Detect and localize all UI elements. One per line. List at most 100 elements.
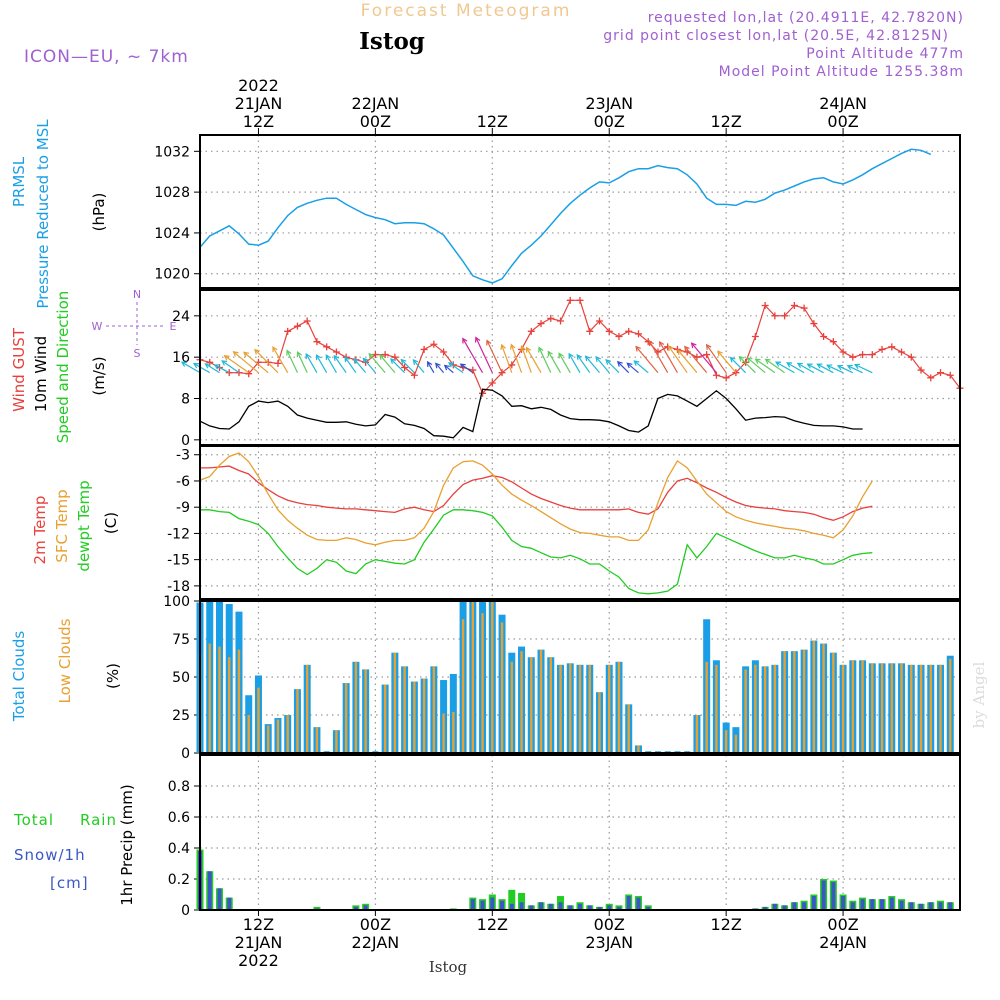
wind-arrow-head: [353, 357, 359, 364]
y-tick-label: 24: [172, 309, 190, 325]
low-cloud-bar: [851, 660, 855, 753]
y-tick-label: -3: [176, 448, 190, 464]
panel-border: [199, 754, 961, 911]
low-cloud-bar: [403, 666, 406, 753]
gust-marker: [781, 312, 789, 320]
bottom-day-label: 22JAN: [352, 933, 400, 952]
wind-arrow: [305, 353, 318, 373]
temp-label-2: SFC Temp: [53, 489, 71, 562]
wind-arrow: [286, 349, 298, 373]
wind-arrow: [538, 346, 552, 373]
panels: 1020 1024 1028 1032 0 8 16 24 -3 -6 -9 -12 -15 -18 0 25…: [154, 134, 964, 919]
panel-precip: 0 0.2 0.4 0.6 0.8: [168, 754, 961, 919]
wind-arrow-head: [296, 351, 303, 358]
wind-arrow: [390, 358, 406, 374]
wind-arrow-shaft: [797, 362, 815, 374]
wind-arrow-shaft: [595, 356, 610, 374]
wind-arrow-head: [500, 343, 506, 350]
wind-arrow: [705, 343, 727, 374]
snow-bar: [909, 902, 914, 910]
wind-arrow-shaft: [501, 344, 513, 373]
wind-arrow-head: [333, 354, 340, 361]
snow-bar: [792, 902, 797, 910]
wind-arrow: [626, 362, 639, 374]
gust-marker: [225, 369, 233, 377]
wind-arrow-shaft: [854, 364, 873, 374]
y-tick-label: 0: [181, 746, 190, 762]
wind-arrow: [379, 353, 396, 374]
wind-arrow: [500, 343, 513, 373]
wind-arrow-shaft: [526, 347, 542, 373]
wind-arrow: [232, 350, 259, 374]
wind-arrow-head: [223, 355, 230, 361]
top-day-label: 23JAN: [585, 94, 633, 113]
wind-arrow-shaft: [243, 351, 269, 374]
gust-marker: [303, 317, 311, 325]
gust-marker: [917, 366, 925, 374]
wind-arrow-head: [836, 364, 844, 371]
gust-marker: [829, 338, 837, 346]
cloud-unit: (%): [104, 663, 122, 689]
wind-arrow-shaft: [224, 355, 250, 374]
wind-arrow: [443, 364, 454, 374]
wind-arrow-head: [221, 360, 228, 366]
wind-arrow-shaft: [379, 354, 396, 374]
y-tick-label: -12: [167, 526, 190, 542]
low-cloud-bar: [315, 727, 319, 753]
snow-bar: [578, 903, 582, 910]
wind-arrow: [635, 345, 659, 374]
wind-arrow: [223, 355, 250, 374]
low-cloud-bar: [627, 704, 630, 753]
location-title: Istog: [359, 28, 425, 55]
low-cloud-bar: [218, 646, 221, 753]
snow-bar: [802, 902, 807, 910]
low-cloud-bar: [354, 661, 358, 753]
low-cloud-bar: [900, 663, 903, 753]
snow-bar: [597, 906, 602, 910]
wind-arrow-shaft: [486, 340, 503, 373]
low-cloud-bar: [841, 664, 845, 753]
snow-bar: [480, 900, 485, 910]
top-hour-label: 12Z: [477, 112, 508, 131]
wind-arrow-shaft: [717, 350, 737, 374]
wind-arrow-head: [853, 363, 861, 370]
wind-arrow: [180, 361, 201, 374]
gust-marker: [401, 364, 409, 371]
wind-arrow-head: [684, 345, 690, 352]
wind-arrow-head: [525, 346, 532, 353]
wind-arrow-shaft: [847, 365, 863, 374]
wind-label-3: Speed and Direction: [54, 291, 72, 444]
low-cloud-bar: [530, 657, 533, 753]
wind-arrow-head: [816, 363, 823, 369]
wind-arrow-shaft: [353, 358, 367, 374]
low-cloud-bar: [335, 730, 338, 753]
wind-arrow-head: [272, 346, 278, 353]
wind-arrow-head: [648, 340, 655, 347]
wind-arrow: [684, 345, 708, 374]
gust-marker: [362, 358, 370, 366]
precip-label-cm: [cm]: [50, 874, 89, 892]
low-cloud-bar: [822, 643, 825, 753]
low-cloud-bar: [383, 684, 387, 753]
wind-arrow-shaft: [297, 351, 308, 373]
precip-label-snow: Snow/1h: [14, 846, 86, 864]
snow-bar: [880, 899, 885, 910]
snow-bar: [626, 896, 631, 910]
precip-label-rain: Rain: [80, 811, 117, 829]
wind-arrow-shaft: [368, 353, 386, 374]
gust-marker: [898, 348, 906, 356]
top-hour-label: 12Z: [243, 112, 274, 131]
wind-arrow-head: [738, 355, 745, 362]
wind-arrow: [659, 340, 678, 373]
panel-border: [199, 600, 961, 754]
wind-arrow: [204, 363, 220, 374]
snow-bar: [363, 905, 368, 910]
wind-arrow-shaft: [807, 363, 824, 374]
wind-arrow: [296, 351, 308, 373]
y-tick-label: -6: [176, 474, 190, 490]
gust-marker: [284, 327, 292, 335]
wind-label-1: Wind GUST: [10, 327, 28, 412]
gust-marker: [274, 359, 282, 367]
panel-wind: 0 8 16 24: [172, 289, 964, 449]
